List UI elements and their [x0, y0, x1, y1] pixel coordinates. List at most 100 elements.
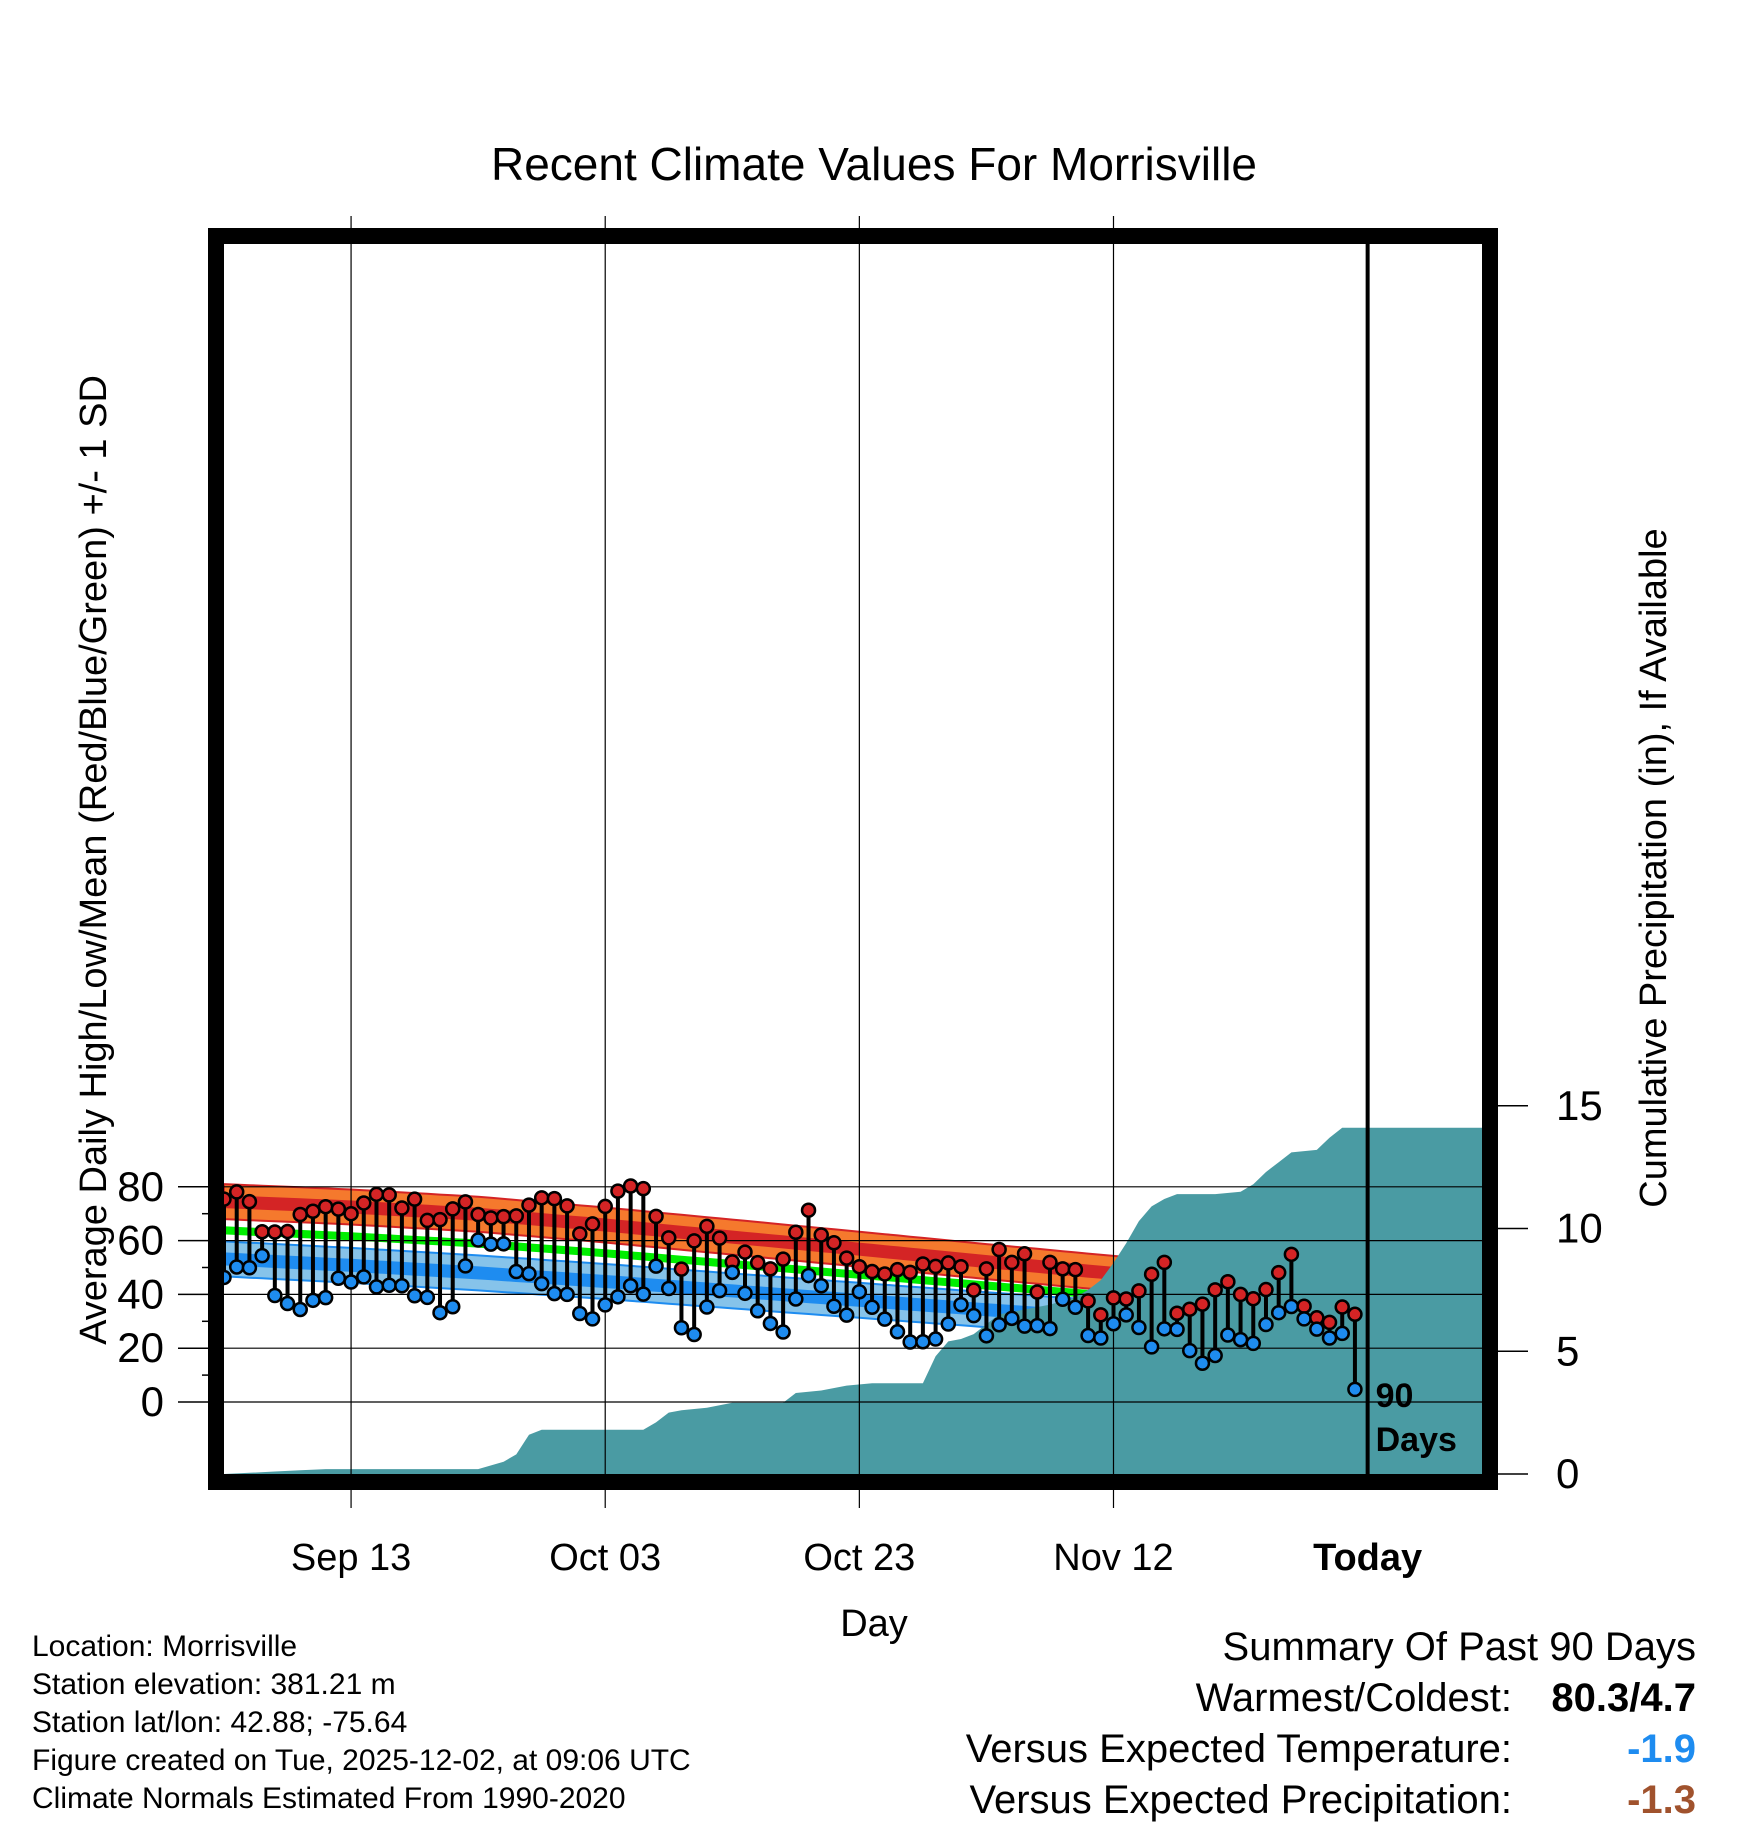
obs-low-point — [546, 1285, 563, 1302]
station-info: Location: Morrisville Station elevation:… — [32, 1628, 691, 1818]
x-tick-label: Nov 12 — [1053, 1537, 1173, 1579]
obs-high-point — [254, 1223, 270, 1240]
obs-low-point — [686, 1326, 702, 1343]
obs-low-point — [1283, 1298, 1300, 1315]
x-tick-label: Oct 23 — [803, 1537, 915, 1579]
obs-low-point — [1347, 1381, 1363, 1398]
obs-low-point — [1232, 1331, 1249, 1348]
obs-low-point — [267, 1287, 283, 1304]
obs-high-point — [953, 1258, 969, 1275]
obs-high-point — [572, 1226, 588, 1242]
obs-high-point — [508, 1208, 525, 1224]
obs-low-point — [1029, 1317, 1046, 1334]
obs-high-point — [1016, 1246, 1033, 1262]
obs-high-point — [1169, 1305, 1185, 1321]
obs-high-point — [1042, 1254, 1058, 1271]
obs-high-point — [851, 1258, 868, 1275]
obs-low-point — [711, 1282, 728, 1299]
y2-tick-label: 15 — [1556, 1082, 1603, 1129]
obs-low-point — [343, 1274, 359, 1290]
obs-high-point — [800, 1202, 817, 1218]
obs-low-point — [902, 1334, 918, 1350]
obs-high-point — [1105, 1290, 1122, 1306]
obs-high-point — [419, 1212, 436, 1229]
obs-low-point — [1093, 1330, 1109, 1346]
obs-high-point — [1245, 1290, 1262, 1307]
obs-low-point — [660, 1280, 677, 1297]
obs-low-point — [915, 1333, 931, 1350]
summary-title: Summary Of Past 90 Days — [1222, 1625, 1696, 1669]
obs-high-point — [711, 1230, 728, 1246]
obs-high-point — [241, 1193, 258, 1210]
precip-label: Versus Expected Precipitation: — [969, 1778, 1512, 1822]
elevation-text: Station elevation: 381.21 m — [32, 1668, 396, 1701]
obs-high-point — [762, 1261, 779, 1277]
today-days-label-number: 90 — [1376, 1377, 1414, 1415]
plot-area — [224, 244, 1482, 1474]
obs-low-point — [1080, 1327, 1096, 1344]
obs-high-point — [597, 1198, 613, 1215]
obs-high-point — [648, 1208, 664, 1225]
obs-high-point — [1194, 1296, 1211, 1312]
obs-low-point — [737, 1285, 753, 1302]
obs-low-point — [305, 1292, 321, 1309]
obs-low-point — [1220, 1327, 1236, 1343]
obs-low-point — [597, 1297, 613, 1313]
obs-low-point — [292, 1301, 308, 1318]
y-axis-label-left: Average Daily High/Low/Mean (Red/Blue/Gr… — [73, 375, 115, 1345]
obs-high-point — [1004, 1254, 1020, 1271]
obs-low-point — [1118, 1307, 1134, 1323]
obs-low-point — [521, 1265, 537, 1282]
obs-low-point — [877, 1311, 893, 1327]
temp-label: Versus Expected Temperature: — [965, 1727, 1512, 1771]
obs-low-point — [419, 1289, 436, 1306]
obs-low-point — [927, 1331, 944, 1347]
warmest-value: 80.3/4.7 — [1551, 1676, 1696, 1720]
today-days-label-text: Days — [1376, 1421, 1457, 1459]
latlon-text: Station lat/lon: 42.88; -75.64 — [32, 1706, 408, 1739]
obs-high-point — [660, 1230, 677, 1246]
obs-high-point — [305, 1203, 321, 1220]
precip-row: Versus Expected Precipitation: -1.3 — [966, 1775, 1696, 1826]
obs-low-point — [673, 1320, 690, 1336]
obs-low-point — [724, 1264, 741, 1281]
obs-low-point — [1181, 1342, 1198, 1359]
obs-high-point — [584, 1216, 601, 1232]
obs-low-point — [851, 1283, 868, 1300]
obs-low-point — [864, 1299, 880, 1316]
obs-low-point — [813, 1278, 829, 1294]
x-tick-label: Sep 13 — [291, 1537, 411, 1579]
obs-high-point — [915, 1256, 931, 1272]
y2-tick-label: 5 — [1556, 1327, 1579, 1374]
obs-low-point — [788, 1291, 804, 1307]
obs-low-point — [470, 1232, 486, 1248]
obs-high-point — [686, 1233, 702, 1249]
obs-high-point — [965, 1282, 982, 1298]
obs-low-point — [965, 1307, 982, 1324]
obs-high-point — [1067, 1261, 1084, 1278]
obs-low-point — [762, 1315, 779, 1332]
precip-value: -1.3 — [1627, 1778, 1696, 1822]
obs-low-point — [1156, 1321, 1173, 1337]
x-axis-label: Day — [840, 1603, 908, 1645]
obs-high-point — [1054, 1261, 1071, 1277]
obs-low-point — [483, 1236, 499, 1252]
obs-low-point — [635, 1286, 652, 1302]
obs-high-point — [838, 1250, 855, 1266]
y-tick-label: 40 — [117, 1270, 164, 1317]
y-tick-label: 80 — [117, 1163, 164, 1210]
obs-high-point — [940, 1255, 957, 1271]
obs-low-point — [1270, 1304, 1287, 1321]
obs-high-point — [788, 1224, 804, 1241]
obs-high-point — [927, 1258, 944, 1275]
obs-low-point — [394, 1278, 410, 1294]
obs-high-point — [457, 1194, 474, 1210]
obs-high-point — [444, 1201, 461, 1217]
obs-low-point — [953, 1296, 969, 1313]
obs-high-point — [991, 1241, 1007, 1258]
obs-low-point — [1131, 1319, 1147, 1336]
obs-high-point — [292, 1206, 308, 1223]
obs-low-point — [1004, 1310, 1020, 1327]
obs-high-point — [533, 1190, 550, 1206]
